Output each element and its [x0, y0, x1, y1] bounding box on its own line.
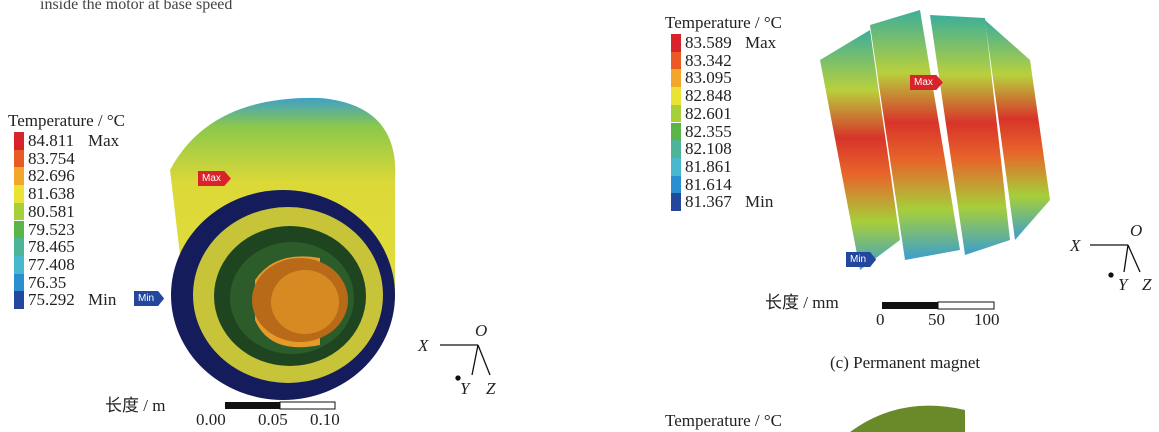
- legend-title: Temperature / °C: [665, 14, 782, 31]
- scale-label: 长度 / m: [105, 397, 165, 414]
- legend-value: 84.811: [28, 132, 74, 149]
- legend-swatch: [14, 203, 24, 221]
- legend-swatch: [14, 167, 24, 185]
- legend-value: 82.601: [685, 105, 732, 122]
- legend-value: 82.355: [685, 123, 732, 140]
- legend-swatch: [14, 274, 24, 292]
- legend-swatch: [14, 238, 24, 256]
- caption: inside the motor at base speed: [40, 0, 232, 13]
- legend-title: Temperature / °C: [8, 112, 125, 129]
- axis-label: Y: [460, 380, 469, 397]
- legend-value: 81.614: [685, 176, 732, 193]
- next-model: [850, 406, 965, 432]
- axis-label: X: [418, 337, 428, 354]
- min-flag: Min: [846, 252, 876, 267]
- legend-swatch: [671, 193, 681, 211]
- scale-tick: 0.00: [196, 411, 226, 428]
- legend-swatch: [671, 87, 681, 105]
- legend-value: 83.589: [685, 34, 732, 51]
- legend-value: 82.848: [685, 87, 732, 104]
- legend-swatch: [671, 140, 681, 158]
- scale-tick: 50: [928, 311, 945, 328]
- axis-label: Y: [1118, 276, 1127, 293]
- legend-value: 77.408: [28, 256, 75, 273]
- max-flag: Max: [910, 75, 943, 90]
- legend-value: 80.581: [28, 203, 75, 220]
- legend-swatch: [14, 291, 24, 309]
- max-flag: Max: [198, 171, 231, 186]
- axis-label: O: [1130, 222, 1142, 239]
- legend-swatch: [671, 105, 681, 123]
- legend-min: Min: [745, 193, 773, 210]
- scale-tick: 0: [876, 311, 885, 328]
- motor-model: [170, 98, 395, 400]
- axis-label: Z: [486, 380, 495, 397]
- legend-swatch: [671, 52, 681, 70]
- legend-swatch: [671, 158, 681, 176]
- legend-swatch: [671, 69, 681, 87]
- legend-swatch: [14, 256, 24, 274]
- scale-tick: 0.05: [258, 411, 288, 428]
- axis-label: O: [475, 322, 487, 339]
- legend-value: 82.108: [685, 140, 732, 157]
- axis-label: X: [1070, 237, 1080, 254]
- legend-value: 83.095: [685, 69, 732, 86]
- legend-swatch: [14, 185, 24, 203]
- legend-value: 76.35: [28, 274, 66, 291]
- legend-min: Min: [88, 291, 116, 308]
- legend-swatch: [14, 150, 24, 168]
- legend-value: 81.638: [28, 185, 75, 202]
- legend-value: 83.754: [28, 150, 75, 167]
- legend-value: 75.292: [28, 291, 75, 308]
- legend-swatch: [14, 132, 24, 150]
- axis-label: Z: [1142, 276, 1151, 293]
- scale-label: 长度 / mm: [765, 294, 839, 311]
- legend-value: 81.367: [685, 193, 732, 210]
- legend-max: Max: [88, 132, 119, 149]
- legend-swatch: [14, 221, 24, 239]
- legend-title: Temperature / °C: [665, 412, 782, 429]
- legend-value: 79.523: [28, 221, 75, 238]
- graphics: [0, 0, 1159, 432]
- magnet-model: [820, 10, 1050, 270]
- legend-max: Max: [745, 34, 776, 51]
- min-flag: Min: [134, 291, 164, 306]
- legend-swatch: [671, 34, 681, 52]
- caption: (c) Permanent magnet: [830, 354, 980, 371]
- legend-value: 83.342: [685, 52, 732, 69]
- legend-value: 78.465: [28, 238, 75, 255]
- legend-swatch: [671, 123, 681, 141]
- scale-tick: 100: [974, 311, 1000, 328]
- legend-swatch: [671, 176, 681, 194]
- legend-value: 81.861: [685, 158, 732, 175]
- scale-tick: 0.10: [310, 411, 340, 428]
- axis-triads: [440, 245, 1140, 380]
- legend-value: 82.696: [28, 167, 75, 184]
- figure: inside the motor at base speed Temperatu…: [0, 0, 1159, 432]
